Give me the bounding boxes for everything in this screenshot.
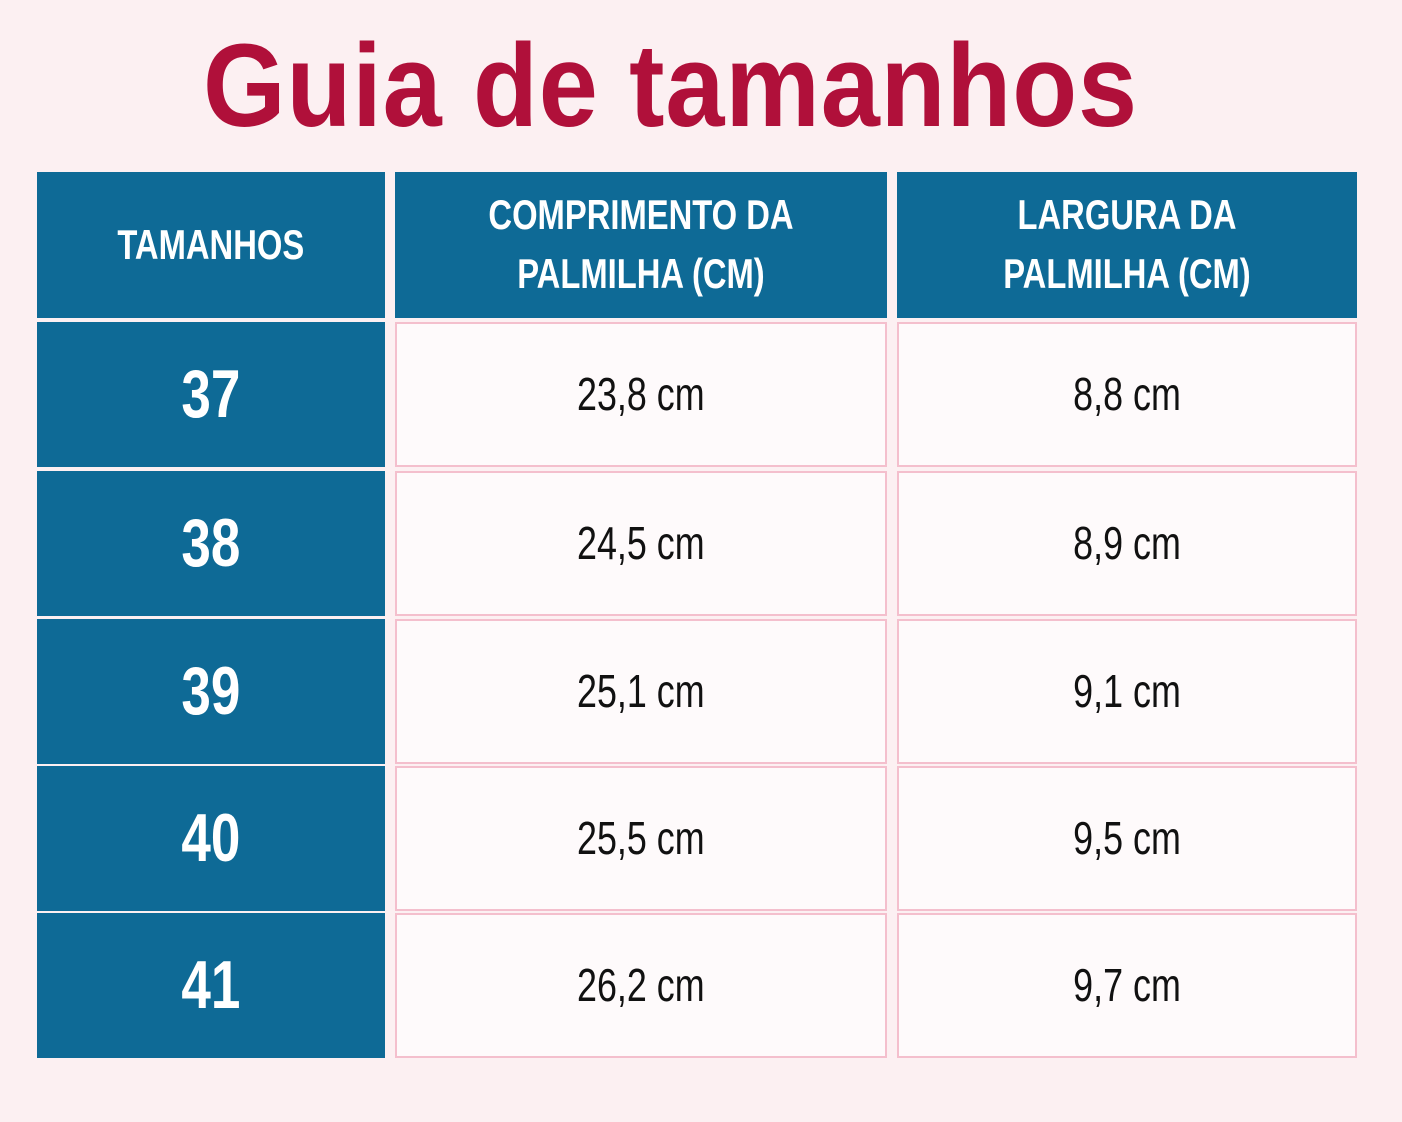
size-cell-text: 37 — [181, 355, 241, 432]
data-cell-text: 24,5 cm — [577, 517, 705, 570]
title-box: Guia de tamanhos — [0, 18, 1340, 154]
size-cell: 40 — [37, 766, 385, 911]
header-cell: COMPRIMENTO DA PALMILHA (CM) — [395, 172, 887, 318]
size-cell-text: 40 — [181, 799, 241, 876]
data-cell-text: 25,5 cm — [577, 812, 705, 865]
data-cell: 9,1 cm — [897, 619, 1357, 764]
data-cell: 8,8 cm — [897, 322, 1357, 467]
size-cell: 38 — [37, 471, 385, 616]
size-cell-text: 41 — [181, 946, 241, 1023]
data-cell: 24,5 cm — [395, 471, 887, 616]
header-cell-text: LARGURA DA PALMILHA (CM) — [1003, 191, 1251, 297]
data-cell-text: 9,5 cm — [1073, 812, 1181, 865]
size-cell-text: 39 — [181, 652, 241, 729]
data-cell-text: 23,8 cm — [577, 368, 705, 421]
size-cell: 37 — [37, 322, 385, 467]
data-cell-text: 25,1 cm — [577, 665, 705, 718]
size-cell: 41 — [37, 913, 385, 1058]
header-cell-text: TAMANHOS — [117, 220, 305, 268]
header-cell: LARGURA DA PALMILHA (CM) — [897, 172, 1357, 318]
data-cell-text: 9,7 cm — [1073, 959, 1181, 1012]
data-cell: 9,5 cm — [897, 766, 1357, 911]
data-cell: 25,1 cm — [395, 619, 887, 764]
header-cell: TAMANHOS — [37, 172, 385, 318]
data-cell: 23,8 cm — [395, 322, 887, 467]
header-cell-text: COMPRIMENTO DA PALMILHA (CM) — [488, 191, 794, 297]
data-cell-text: 26,2 cm — [577, 959, 705, 1012]
data-cell: 8,9 cm — [897, 471, 1357, 616]
size-cell: 39 — [37, 619, 385, 764]
data-cell: 26,2 cm — [395, 913, 887, 1058]
title: Guia de tamanhos — [202, 20, 1138, 152]
data-cell-text: 9,1 cm — [1073, 665, 1181, 718]
data-cell: 9,7 cm — [897, 913, 1357, 1058]
data-cell: 25,5 cm — [395, 766, 887, 911]
data-cell-text: 8,9 cm — [1073, 517, 1181, 570]
data-cell-text: 8,8 cm — [1073, 368, 1181, 421]
size-cell-text: 38 — [181, 504, 241, 581]
